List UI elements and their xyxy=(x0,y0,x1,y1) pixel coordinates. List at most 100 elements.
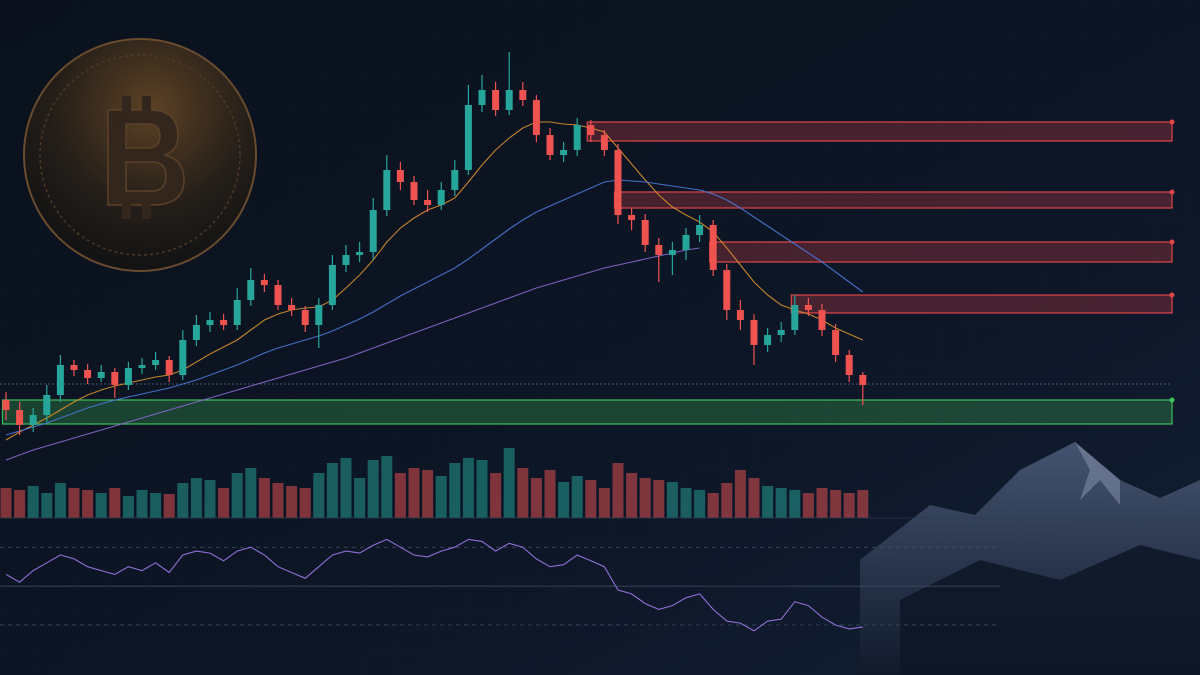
volume-bar xyxy=(163,494,175,518)
candle-body xyxy=(315,305,323,325)
candle-body xyxy=(859,375,867,385)
candle-body xyxy=(764,335,772,345)
volume-bar xyxy=(0,488,12,518)
candle-body xyxy=(736,310,744,320)
zone-end-dot xyxy=(1169,292,1175,298)
volume-bar xyxy=(530,478,542,518)
candle-body xyxy=(573,125,581,150)
volume-bar xyxy=(14,490,26,518)
volume-bar xyxy=(245,468,257,518)
volume-bar xyxy=(734,470,746,518)
candle-body xyxy=(682,235,690,250)
volume-bar xyxy=(680,488,692,518)
candle-body xyxy=(845,355,853,375)
volume-bar xyxy=(82,490,94,518)
volume-bar xyxy=(231,473,243,518)
moving-average xyxy=(5,179,864,436)
candle-body xyxy=(2,400,10,410)
candle-body xyxy=(192,325,200,340)
coin-decoration xyxy=(23,38,257,272)
volume-bar xyxy=(694,490,706,518)
candle-body xyxy=(437,190,445,205)
candle-body xyxy=(220,320,228,325)
candle-body xyxy=(56,365,64,395)
volume-bar xyxy=(653,480,665,518)
candle-body xyxy=(288,305,296,310)
candle-body xyxy=(29,415,37,425)
candle-body xyxy=(655,245,663,255)
volume-bar xyxy=(286,486,298,518)
candle-body xyxy=(369,210,377,252)
volume-bar xyxy=(258,478,270,518)
plot-area xyxy=(0,52,1200,632)
candle-body xyxy=(260,280,268,285)
candle-body xyxy=(709,225,717,270)
candle-body xyxy=(492,90,500,110)
volume-bar xyxy=(354,478,366,518)
candle-body xyxy=(668,250,676,255)
candle-body xyxy=(152,360,160,365)
volume-bar xyxy=(150,493,162,518)
volume-bar xyxy=(435,476,447,518)
candle-body xyxy=(70,365,78,370)
volume-bar xyxy=(639,478,651,518)
volume-bar xyxy=(476,460,488,518)
rsi-line xyxy=(5,538,863,632)
candle-body xyxy=(750,320,758,345)
volume-bar xyxy=(299,488,311,518)
volume-bar xyxy=(68,488,80,518)
volume-bar xyxy=(122,496,134,518)
volume-bar xyxy=(843,493,855,518)
volume-bar xyxy=(802,493,814,518)
candle-body xyxy=(138,365,146,368)
candle-body xyxy=(247,280,255,300)
volume-bar xyxy=(27,486,39,518)
volume-bar xyxy=(612,463,624,518)
candle-body xyxy=(84,370,92,378)
volume-bar xyxy=(762,486,774,518)
volume-bar xyxy=(626,473,638,518)
candle-body xyxy=(478,90,486,105)
zone xyxy=(586,121,1173,142)
zone xyxy=(1,399,1173,425)
candle-body xyxy=(628,215,636,220)
zone xyxy=(709,241,1173,263)
candle-body xyxy=(777,330,785,335)
candle-body xyxy=(424,200,432,205)
candle-body xyxy=(396,170,404,182)
volume-bar xyxy=(558,482,570,518)
candle-body xyxy=(641,220,649,245)
candle-body xyxy=(16,410,24,425)
candle-body xyxy=(43,395,51,415)
moving-average xyxy=(5,121,864,441)
volume-bar xyxy=(95,493,107,518)
zone-end-dot xyxy=(1169,189,1175,195)
zone xyxy=(790,294,1173,314)
volume-bar xyxy=(218,488,230,518)
volume-bar xyxy=(204,480,216,518)
volume-bar xyxy=(54,483,66,518)
volume-bar xyxy=(517,468,529,518)
volume-bar xyxy=(775,488,787,518)
volume-bar xyxy=(490,473,502,518)
candle-body xyxy=(832,330,840,355)
candle-body xyxy=(587,125,595,135)
volume-bar xyxy=(177,483,189,518)
candle-body xyxy=(818,310,826,330)
candle-body xyxy=(274,285,282,305)
volume-bar xyxy=(544,470,556,518)
candle-body xyxy=(723,270,731,310)
moving-average xyxy=(5,247,700,461)
volume-bar xyxy=(41,493,53,518)
candle-body xyxy=(342,255,350,265)
volume-bar xyxy=(857,490,869,518)
volume-bar xyxy=(136,490,148,518)
volume-bar xyxy=(313,473,325,518)
candle-body xyxy=(614,150,622,215)
volume-bar xyxy=(830,490,842,518)
volume-bar xyxy=(381,456,393,518)
candle-body xyxy=(410,182,418,200)
volume-bar xyxy=(422,470,434,518)
candle-body xyxy=(383,170,391,210)
